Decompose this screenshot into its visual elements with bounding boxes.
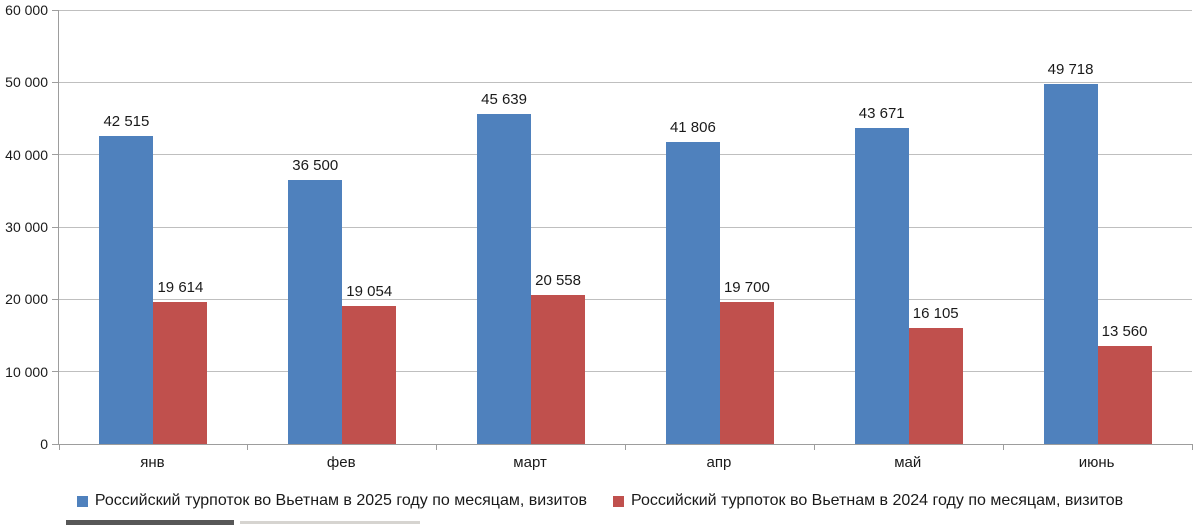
- bar-series1-май: 16 105: [908, 305, 963, 444]
- x-axis-labels: янв фев март апр май июнь: [58, 454, 1191, 471]
- gridline: [59, 371, 1192, 373]
- bar-value-label: 13 560: [1101, 322, 1148, 340]
- y-axis-tick: [52, 226, 59, 228]
- gridline: [59, 154, 1192, 156]
- bar-series1-янв: 19 614: [153, 279, 208, 444]
- x-axis-tick: [58, 444, 60, 450]
- y-axis-label: 10 000: [5, 363, 48, 380]
- y-axis-label: 20 000: [5, 291, 48, 308]
- y-axis-tick: [52, 81, 59, 83]
- y-axis-tick: [52, 298, 59, 300]
- y-axis-label: 50 000: [5, 74, 48, 91]
- bar-value-label: 19 054: [346, 283, 393, 301]
- x-axis-label: апр: [706, 454, 732, 471]
- legend-swatch-2025: [76, 495, 88, 507]
- bar-value-label: 36 500: [292, 156, 339, 174]
- bar-value-label: 19 700: [723, 278, 770, 296]
- category-group-янв: 42 515 19 614: [59, 10, 248, 444]
- legend-swatch-2024: [613, 495, 624, 507]
- y-axis-label: 60 000: [5, 2, 48, 18]
- bar-value-label: 19 614: [157, 279, 204, 297]
- x-axis-tick: [247, 444, 249, 450]
- legend-item-2025: Российский турпоток во Вьетнам в 2025 го…: [76, 492, 587, 510]
- x-axis-label: фев: [326, 454, 356, 471]
- x-axis-label: май: [894, 454, 922, 471]
- x-axis-label: июнь: [1078, 454, 1115, 471]
- legend: Российский турпоток во Вьетнам в 2025 го…: [0, 492, 1200, 510]
- category-group-июнь: 49 718 13 560: [1003, 10, 1192, 444]
- plot-area: 42 515 19 614 36 500 19 054 45 639 20 558 41 8…: [52, 9, 1193, 450]
- x-axis-tick: [1002, 444, 1004, 450]
- y-axis-tick: [52, 154, 59, 156]
- y-axis-label: 30 000: [5, 219, 48, 235]
- bar-series0-янв: 42 515: [99, 113, 154, 444]
- category-group-фев: 36 500 19 054: [248, 10, 437, 444]
- y-axis-tick: [52, 9, 59, 11]
- bar-pair: 43 671 16 105: [854, 10, 963, 444]
- bar-series0-июнь: 49 718: [1043, 61, 1098, 444]
- bar-pair: 36 500 19 054: [288, 10, 397, 444]
- bar-series0-фев: 36 500: [288, 157, 343, 444]
- x-axis-tick: [1191, 444, 1193, 450]
- bar-series0-март: 45 639: [477, 91, 532, 444]
- x-axis-label: март: [513, 454, 547, 471]
- bar-value-label: 45 639: [481, 90, 528, 108]
- y-axis-tick: [52, 371, 59, 373]
- bar-series0-май: 43 671: [854, 105, 909, 444]
- cropped-text-artifact: [66, 520, 234, 525]
- y-axis-tick: [52, 443, 59, 445]
- bar-value-label: 43 671: [858, 105, 905, 123]
- bar-pair: 45 639 20 558: [477, 10, 586, 444]
- y-axis-label: 0: [40, 436, 48, 452]
- bar-value-label: 20 558: [535, 272, 582, 290]
- x-axis-tick: [813, 444, 815, 450]
- bar-series1-март: 20 558: [531, 272, 586, 444]
- x-axis-tick: [625, 444, 626, 450]
- bar-value-label: 49 718: [1047, 61, 1094, 79]
- gridline: [59, 9, 1192, 11]
- legend-item-2024: Российский турпоток во Вьетнам в 2024 го…: [613, 492, 1123, 510]
- bar-series1-июнь: 13 560: [1097, 323, 1152, 444]
- bar-series0-апр: 41 806: [665, 119, 720, 444]
- bar-series1-апр: 19 700: [719, 279, 774, 444]
- legend-label-2024: Российский турпоток во Вьетнам в 2024 го…: [631, 492, 1124, 509]
- bar-value-label: 16 105: [912, 304, 959, 322]
- category-group-март: 45 639 20 558: [437, 10, 626, 444]
- bar-value-label: 42 515: [103, 113, 150, 131]
- x-axis-label: янв: [140, 454, 165, 471]
- legend-label-2025: Российский турпоток во Вьетнам в 2025 го…: [94, 492, 587, 509]
- x-axis-tick: [436, 444, 438, 450]
- bar-value-label: 41 806: [669, 118, 716, 136]
- y-axis-labels: 0 10 000 20 000 30 000 40 000 50 000 60 000: [0, 0, 48, 525]
- gridline: [59, 226, 1192, 228]
- bar-pair: 41 806 19 700: [665, 10, 774, 444]
- category-group-апр: 41 806 19 700: [625, 10, 814, 444]
- bar-groups: 42 515 19 614 36 500 19 054 45 639 20 558 41 8…: [59, 10, 1192, 444]
- y-axis-label: 40 000: [5, 146, 48, 163]
- bar-pair: 42 515 19 614: [99, 10, 208, 444]
- bar-series1-фев: 19 054: [342, 283, 397, 444]
- category-group-май: 43 671 16 105: [814, 10, 1003, 444]
- cropped-text-artifact-faint: [240, 521, 420, 524]
- gridline: [59, 81, 1192, 83]
- gridline: [59, 298, 1192, 300]
- bar-pair: 49 718 13 560: [1043, 10, 1152, 444]
